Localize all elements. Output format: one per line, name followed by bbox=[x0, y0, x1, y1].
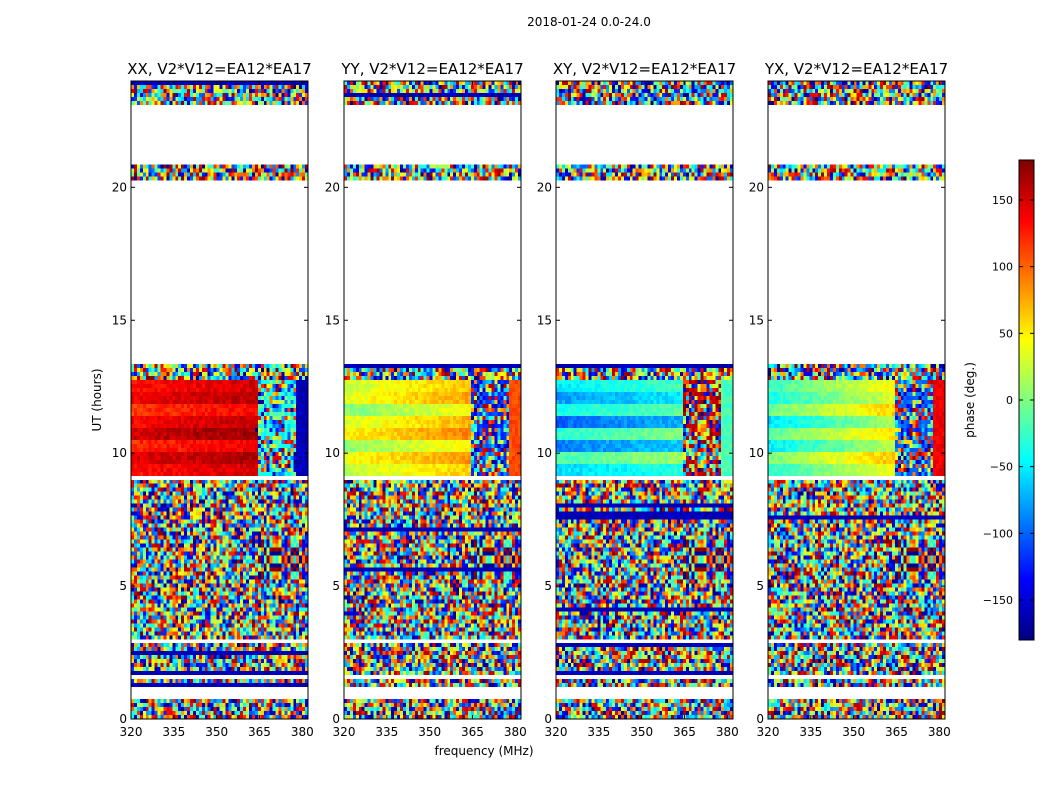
x-tick-label: 320 bbox=[545, 725, 568, 739]
x-tick-label: 320 bbox=[757, 725, 780, 739]
panels-group: XX, V2*V12=EA12*EA17 320 335 350 365 380 0 5 10 1… bbox=[112, 60, 951, 739]
y-tick-label: 5 bbox=[119, 579, 127, 593]
x-tick-label: 320 bbox=[120, 725, 143, 739]
y-tick-label: 15 bbox=[325, 313, 340, 327]
x-tick-label: 380 bbox=[291, 725, 314, 739]
panel-frame bbox=[343, 80, 522, 720]
x-tick-label: 335 bbox=[162, 725, 185, 739]
x-tick-label: 350 bbox=[842, 725, 865, 739]
panel-1: XX, V2*V12=EA12*EA17 320 335 350 365 380 0 5 10 1… bbox=[112, 60, 314, 739]
x-tick-label: 350 bbox=[630, 725, 653, 739]
colorbar-tick-label: −100 bbox=[983, 527, 1013, 540]
y-tick-label: 15 bbox=[749, 313, 764, 327]
phase-heatmap bbox=[344, 81, 521, 719]
y-tick-label: 10 bbox=[325, 446, 340, 460]
panel-title: YX, V2*V12=EA12*EA17 bbox=[764, 60, 948, 78]
panel-frame bbox=[555, 80, 734, 720]
y-axis-label: UT (hours) bbox=[90, 368, 104, 431]
y-tick-label: 20 bbox=[749, 180, 764, 194]
y-tick-label: 20 bbox=[112, 180, 127, 194]
panel-4: YX, V2*V12=EA12*EA17 320 335 350 365 380 0 5 10 1… bbox=[749, 60, 951, 739]
x-tick-label: 365 bbox=[248, 725, 271, 739]
y-tick-label: 0 bbox=[119, 712, 127, 726]
figure-suptitle: 2018-01-24 0.0-24.0 bbox=[527, 15, 651, 29]
x-axis-label: frequency (MHz) bbox=[434, 744, 533, 758]
y-tick-label: 5 bbox=[544, 579, 552, 593]
x-tick-label: 335 bbox=[587, 725, 610, 739]
x-tick-label: 350 bbox=[418, 725, 441, 739]
x-tick-label: 380 bbox=[928, 725, 951, 739]
y-tick-label: 0 bbox=[332, 712, 340, 726]
y-tick-label: 10 bbox=[537, 446, 552, 460]
panel-title: YY, V2*V12=EA12*EA17 bbox=[340, 60, 523, 78]
y-tick-label: 15 bbox=[537, 313, 552, 327]
x-tick-label: 365 bbox=[461, 725, 484, 739]
y-tick-label: 5 bbox=[756, 579, 764, 593]
y-tick-label: 10 bbox=[112, 446, 127, 460]
y-tick-label: 0 bbox=[544, 712, 552, 726]
y-tick-label: 10 bbox=[749, 446, 764, 460]
colorbar-tick-label: 50 bbox=[999, 327, 1013, 340]
x-tick-label: 320 bbox=[333, 725, 356, 739]
phase-heatmap bbox=[131, 81, 308, 719]
x-tick-label: 380 bbox=[504, 725, 527, 739]
panel-2: YY, V2*V12=EA12*EA17 320 335 350 365 380 0 5 10 1… bbox=[325, 60, 527, 739]
colorbar-label: phase (deg.) bbox=[963, 362, 977, 438]
colorbar-tick-label: 0 bbox=[1006, 394, 1013, 407]
colorbar-tick-label: 150 bbox=[992, 194, 1013, 207]
colorbar-tick-label: −50 bbox=[990, 461, 1013, 474]
x-tick-label: 350 bbox=[205, 725, 228, 739]
x-tick-label: 380 bbox=[716, 725, 739, 739]
panel-frame bbox=[130, 80, 309, 720]
panel-3: XY, V2*V12=EA12*EA17 320 335 350 365 380 0 5 10 1… bbox=[537, 60, 739, 739]
panel-title: XX, V2*V12=EA12*EA17 bbox=[127, 60, 311, 78]
phase-heatmap bbox=[556, 81, 733, 719]
phase-heatmap bbox=[768, 81, 945, 719]
y-tick-label: 20 bbox=[325, 180, 340, 194]
colorbar-tick-label: −150 bbox=[983, 594, 1013, 607]
x-tick-label: 365 bbox=[673, 725, 696, 739]
panel-frame bbox=[767, 80, 946, 720]
y-tick-label: 5 bbox=[332, 579, 340, 593]
panel-title: XY, V2*V12=EA12*EA17 bbox=[553, 60, 736, 78]
x-tick-label: 335 bbox=[375, 725, 398, 739]
y-tick-label: 15 bbox=[112, 313, 127, 327]
x-tick-label: 335 bbox=[799, 725, 822, 739]
colorbar-tick-label: 100 bbox=[992, 261, 1013, 274]
y-tick-label: 20 bbox=[537, 180, 552, 194]
colorbar: −150 −100 −50 0 50 100 150 bbox=[983, 159, 1035, 641]
x-tick-label: 365 bbox=[885, 725, 908, 739]
y-tick-label: 0 bbox=[756, 712, 764, 726]
